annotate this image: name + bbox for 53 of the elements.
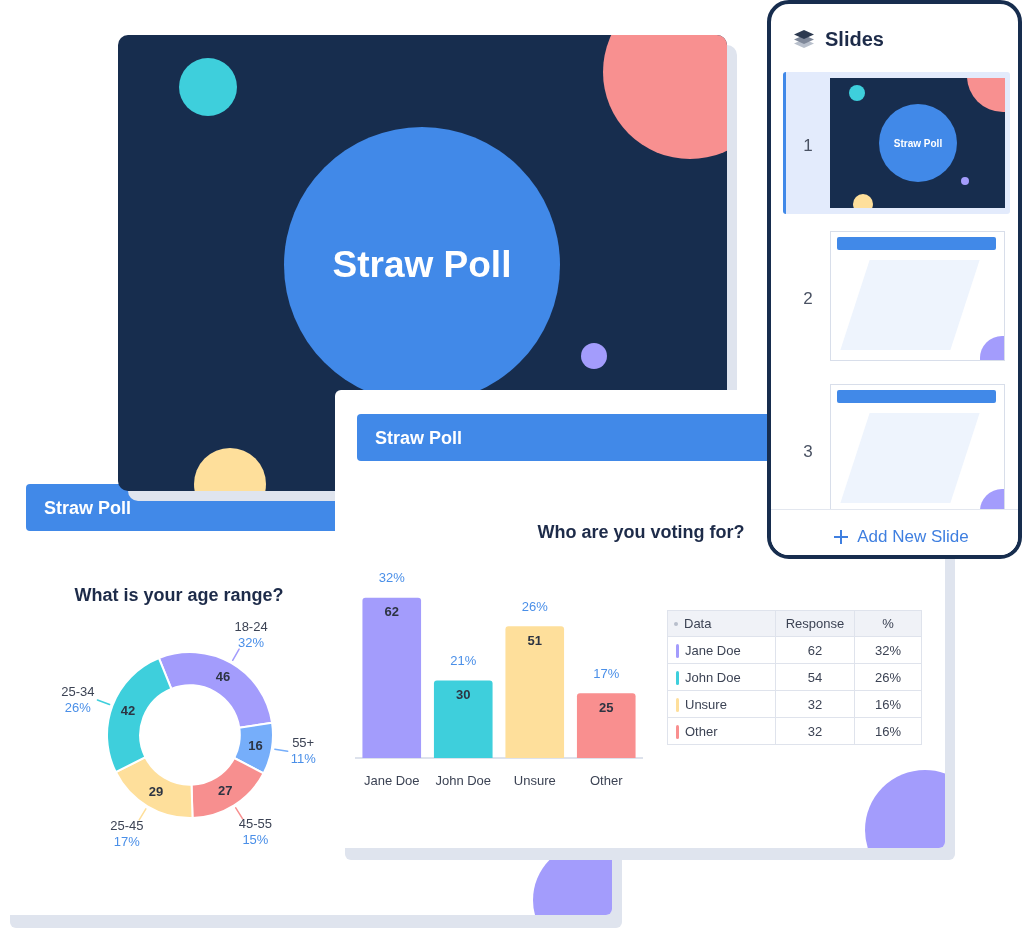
- text: %: [882, 616, 894, 631]
- annotation: 21%: [450, 653, 477, 669]
- data-label: 51: [527, 632, 542, 648]
- text: Straw Poll: [332, 244, 512, 286]
- chart-subtitle: What is your age range?: [74, 584, 284, 606]
- text: 26%: [64, 699, 91, 715]
- category-label: Unsure: [685, 697, 727, 713]
- text: 17%: [113, 833, 140, 849]
- data-label: 62: [384, 604, 399, 620]
- category-label: 3: [803, 442, 813, 462]
- category-label: John Doe: [685, 670, 741, 686]
- annotation: 32%: [378, 570, 406, 586]
- text: Add New Slide: [857, 527, 969, 547]
- x-tick-label: Unsure: [513, 773, 556, 789]
- slice-label: 55+: [292, 734, 315, 750]
- x-tick-label: John Doe: [435, 773, 492, 789]
- text: 11%: [290, 750, 316, 766]
- series-label: Response: [785, 616, 845, 631]
- data-label: 62: [807, 642, 823, 658]
- slice-label: 45-55: [238, 816, 273, 832]
- text: 15%: [242, 832, 269, 848]
- text: Slides: [825, 27, 884, 51]
- data-label: 16%: [874, 696, 902, 712]
- chart-title: Straw Poll: [375, 427, 463, 448]
- category-label: Other: [685, 724, 718, 740]
- data-label: 32%: [874, 642, 902, 658]
- annotation: 26%: [521, 598, 549, 614]
- slice-label: 25-34: [61, 683, 95, 699]
- text: 32%: [238, 634, 265, 650]
- data-label: 25: [599, 699, 614, 715]
- category-label: Jane Doe: [685, 643, 741, 659]
- data-label: 29: [148, 783, 164, 799]
- chart-subtitle: Who are you voting for?: [537, 521, 745, 543]
- category-label: 2: [803, 289, 813, 309]
- data-label: 32: [807, 723, 823, 739]
- data-label: 42: [120, 703, 136, 719]
- data-label: 26%: [874, 669, 902, 685]
- text: Data: [684, 616, 712, 632]
- category-label: 1: [803, 136, 813, 156]
- annotation: 17%: [593, 665, 620, 681]
- slice-label: 25-45: [110, 817, 144, 833]
- x-tick-label: Jane Doe: [363, 773, 420, 789]
- slice-label: 18-24: [234, 618, 268, 634]
- chart-title: Straw Poll: [44, 497, 132, 518]
- data-label: 30: [456, 687, 471, 703]
- x-tick-label: Other: [589, 773, 624, 789]
- data-label: 16: [248, 737, 263, 753]
- data-label: 46: [215, 668, 231, 684]
- data-label: 32: [807, 696, 823, 712]
- data-label: 54: [807, 669, 823, 685]
- text: Straw Poll: [893, 137, 943, 149]
- data-label: 16%: [874, 723, 902, 739]
- data-label: 27: [218, 782, 233, 798]
